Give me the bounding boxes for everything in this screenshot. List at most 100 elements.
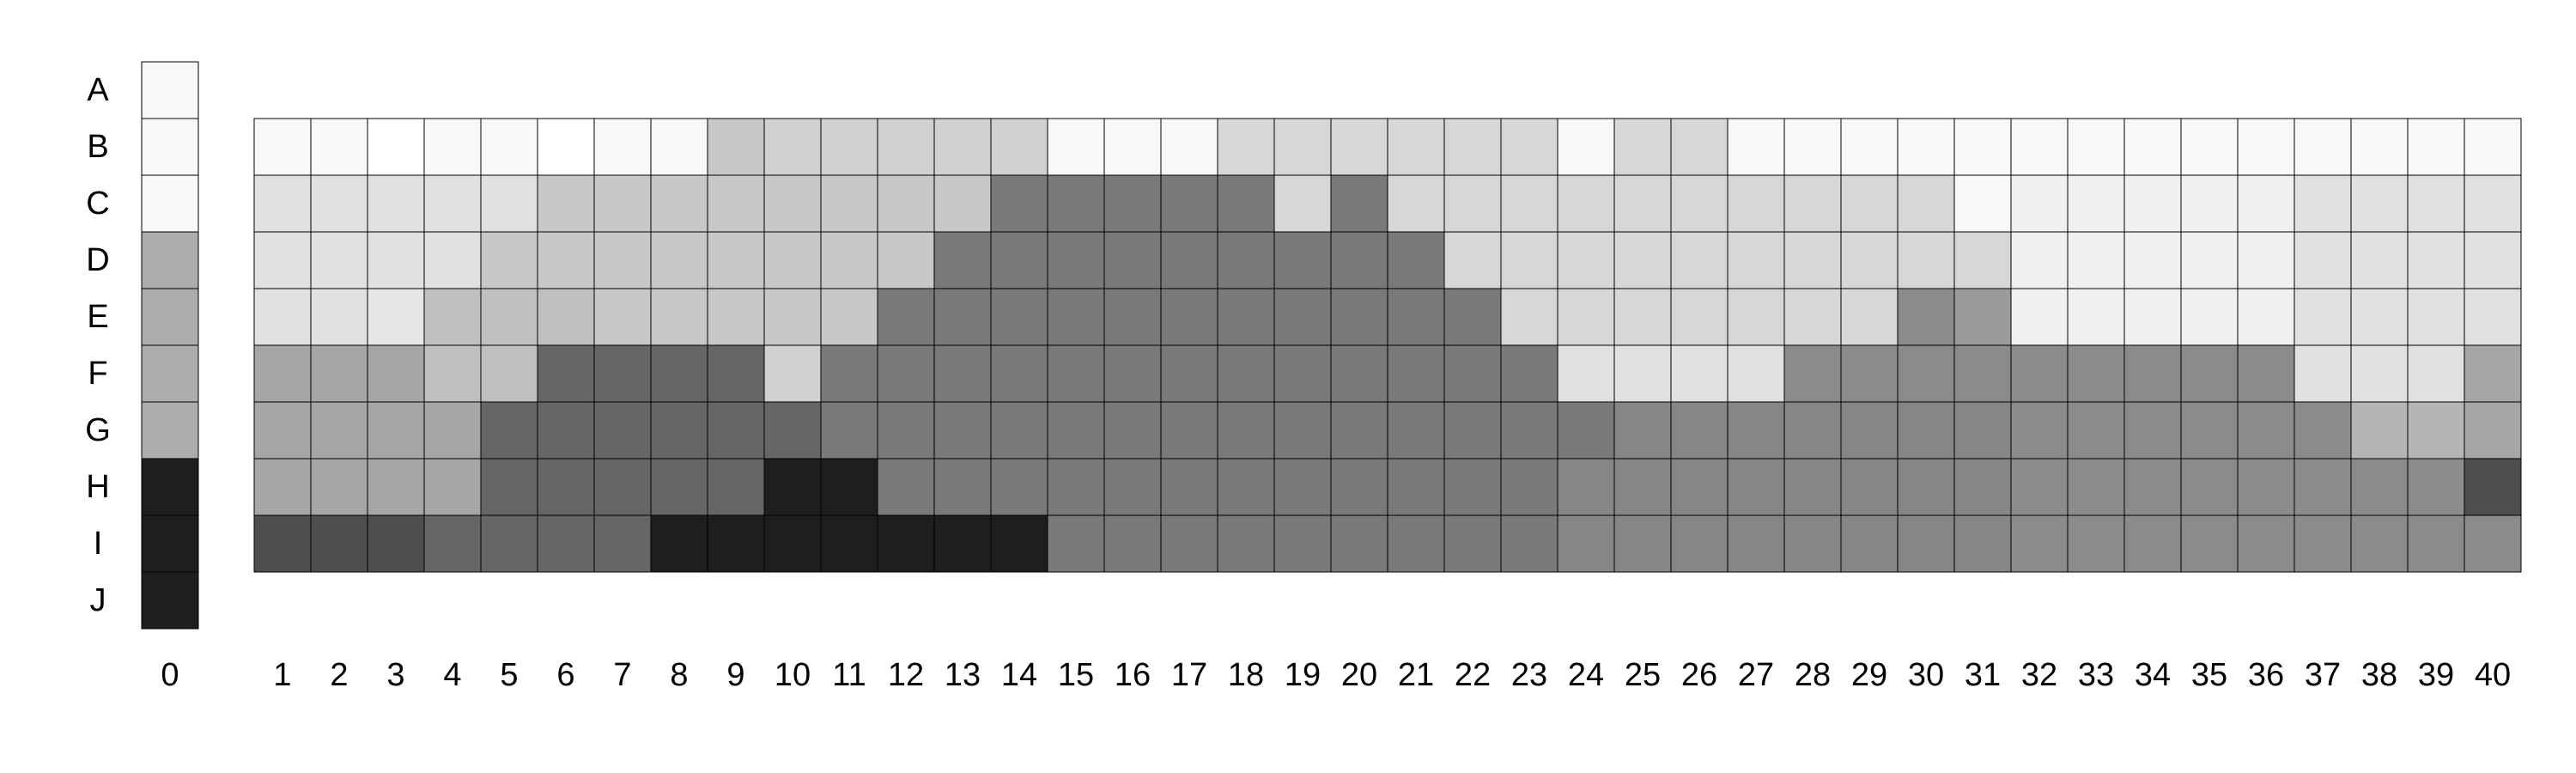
heatmap-cell-c-4	[423, 174, 482, 233]
heatmap-cell-e-29	[1840, 288, 1899, 346]
heatmap-cell-h-39	[2407, 458, 2465, 516]
row-label-g: G	[85, 412, 111, 448]
heatmap-cell-f-8	[650, 344, 708, 403]
heatmap-cell-i-28	[1783, 514, 1842, 573]
heatmap-cell-d-8	[650, 231, 708, 289]
heatmap-cell-b-24	[1557, 118, 1615, 176]
row-label-e: E	[87, 299, 108, 335]
heatmap-cell-i-5	[480, 514, 538, 573]
column-label-16: 16	[1115, 657, 1151, 693]
heatmap-cell-g-26	[1670, 401, 1728, 460]
heatmap-cell-g-6	[537, 401, 595, 460]
heatmap-cell-d-2	[310, 231, 368, 289]
heatmap-cell-g-32	[2010, 401, 2069, 460]
column-label-31: 31	[1965, 657, 2001, 693]
heatmap-cell-b-26	[1670, 118, 1728, 176]
heatmap-cell-b-22	[1443, 118, 1502, 176]
heatmap-cell-c-10	[763, 174, 822, 233]
heatmap-cell-c-37	[2293, 174, 2352, 233]
heatmap-cell-h-19	[1273, 458, 1332, 516]
heatmap-cell-h-15	[1047, 458, 1105, 516]
heatmap-cell-e-1	[253, 288, 312, 346]
heatmap-cell-d-11	[820, 231, 878, 289]
legend-column	[141, 61, 199, 630]
heatmap-cell-g-12	[877, 401, 935, 460]
heatmap-cell-f-37	[2293, 344, 2352, 403]
heatmap-cell-c-22	[1443, 174, 1502, 233]
heatmap-cell-g-22	[1443, 401, 1502, 460]
heatmap-cell-f-3	[367, 344, 425, 403]
heatmap-grid	[253, 118, 2522, 573]
heatmap-cell-e-39	[2407, 288, 2465, 346]
heatmap-cell-d-7	[593, 231, 652, 289]
heatmap-cell-h-31	[1953, 458, 2012, 516]
heatmap-cell-f-18	[1217, 344, 1275, 403]
heatmap-cell-i-23	[1500, 514, 1558, 573]
heatmap-cell-i-14	[990, 514, 1048, 573]
heatmap-cell-f-35	[2180, 344, 2239, 403]
heatmap-cell-c-8	[650, 174, 708, 233]
heatmap-cell-f-14	[990, 344, 1048, 403]
heatmap-cell-f-1	[253, 344, 312, 403]
heatmap-cell-g-33	[2067, 401, 2125, 460]
heatmap-cell-h-7	[593, 458, 652, 516]
heatmap-cell-b-3	[367, 118, 425, 176]
heatmap-cell-h-1	[253, 458, 312, 516]
column-label-4: 4	[443, 657, 461, 693]
heatmap-cell-e-9	[707, 288, 765, 346]
heatmap-cell-g-39	[2407, 401, 2465, 460]
heatmap-cell-b-34	[2123, 118, 2182, 176]
legend-cell-f	[141, 344, 199, 403]
heatmap-cell-i-7	[593, 514, 652, 573]
heatmap-cell-f-5	[480, 344, 538, 403]
heatmap-cell-g-23	[1500, 401, 1558, 460]
heatmap-cell-c-5	[480, 174, 538, 233]
heatmap-cell-f-26	[1670, 344, 1728, 403]
row-label-a: A	[87, 72, 109, 108]
heatmap-cell-h-40	[2464, 458, 2522, 516]
heatmap-cell-b-29	[1840, 118, 1899, 176]
heatmap-cell-d-35	[2180, 231, 2239, 289]
column-label-27: 27	[1738, 657, 1774, 693]
heatmap-cell-h-33	[2067, 458, 2125, 516]
heatmap-cell-b-38	[2350, 118, 2409, 176]
heatmap-cell-h-11	[820, 458, 878, 516]
heatmap-cell-i-39	[2407, 514, 2465, 573]
heatmap-cell-c-40	[2464, 174, 2522, 233]
heatmap-cell-c-19	[1273, 174, 1332, 233]
heatmap-cell-f-12	[877, 344, 935, 403]
column-label-18: 18	[1228, 657, 1264, 693]
heatmap-cell-g-24	[1557, 401, 1615, 460]
heatmap-cell-h-36	[2237, 458, 2295, 516]
heatmap-cell-f-9	[707, 344, 765, 403]
legend-cell-h	[141, 458, 199, 516]
heatmap-cell-d-14	[990, 231, 1048, 289]
column-label-36: 36	[2248, 657, 2284, 693]
heatmap-cell-f-23	[1500, 344, 1558, 403]
heatmap-cell-i-4	[423, 514, 482, 573]
heatmap-cell-h-38	[2350, 458, 2409, 516]
legend-cell-j	[141, 571, 199, 630]
heatmap-cell-g-40	[2464, 401, 2522, 460]
heatmap-cell-d-25	[1613, 231, 1672, 289]
heatmap-cell-g-9	[707, 401, 765, 460]
heatmap-cell-f-2	[310, 344, 368, 403]
heatmap-cell-b-35	[2180, 118, 2239, 176]
column-label-40: 40	[2475, 657, 2511, 693]
heatmap-cell-d-34	[2123, 231, 2182, 289]
heatmap-cell-b-8	[650, 118, 708, 176]
heatmap-cell-d-24	[1557, 231, 1615, 289]
heatmap-cell-f-38	[2350, 344, 2409, 403]
heatmap-cell-h-26	[1670, 458, 1728, 516]
heatmap-cell-i-38	[2350, 514, 2409, 573]
heatmap-cell-c-30	[1897, 174, 1955, 233]
heatmap-cell-b-10	[763, 118, 822, 176]
column-label-7: 7	[613, 657, 631, 693]
heatmap-cell-i-29	[1840, 514, 1899, 573]
heatmap-cell-b-1	[253, 118, 312, 176]
column-label-13: 13	[945, 657, 981, 693]
heatmap-cell-c-6	[537, 174, 595, 233]
heatmap-cell-e-28	[1783, 288, 1842, 346]
heatmap-cell-e-11	[820, 288, 878, 346]
heatmap-cell-g-15	[1047, 401, 1105, 460]
